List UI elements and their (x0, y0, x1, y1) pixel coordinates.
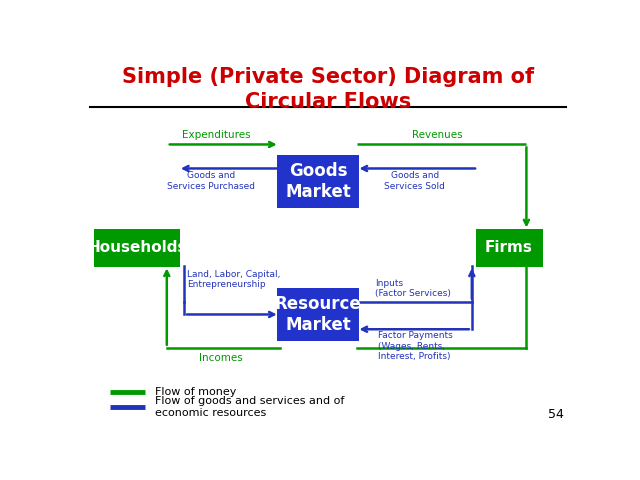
Text: Flow of money: Flow of money (156, 387, 237, 397)
Text: Factor Payments
(Wages, Rents,
Interest, Profits): Factor Payments (Wages, Rents, Interest,… (378, 331, 452, 361)
FancyBboxPatch shape (277, 155, 359, 208)
Text: 54: 54 (548, 408, 564, 420)
FancyBboxPatch shape (476, 228, 543, 267)
FancyBboxPatch shape (277, 288, 359, 341)
Text: Inputs
(Factor Services): Inputs (Factor Services) (375, 279, 451, 298)
Text: Resource
Market: Resource Market (275, 295, 362, 334)
Text: Goods
Market: Goods Market (285, 162, 351, 201)
Text: Simple (Private Sector) Diagram of
Circular Flows: Simple (Private Sector) Diagram of Circu… (122, 67, 534, 112)
Text: Firms: Firms (485, 240, 533, 255)
Text: Goods and
Services Sold: Goods and Services Sold (385, 171, 445, 191)
Text: Incomes: Incomes (200, 353, 243, 363)
Text: Households: Households (87, 240, 187, 255)
Text: Goods and
Services Purchased: Goods and Services Purchased (168, 171, 255, 191)
Text: Expenditures: Expenditures (182, 130, 251, 140)
FancyBboxPatch shape (93, 228, 180, 267)
Text: Revenues: Revenues (412, 130, 463, 140)
Text: Flow of goods and services and of
economic resources: Flow of goods and services and of econom… (156, 396, 345, 418)
Text: Land, Labor, Capital,
Entrepreneurship: Land, Labor, Capital, Entrepreneurship (187, 270, 280, 289)
